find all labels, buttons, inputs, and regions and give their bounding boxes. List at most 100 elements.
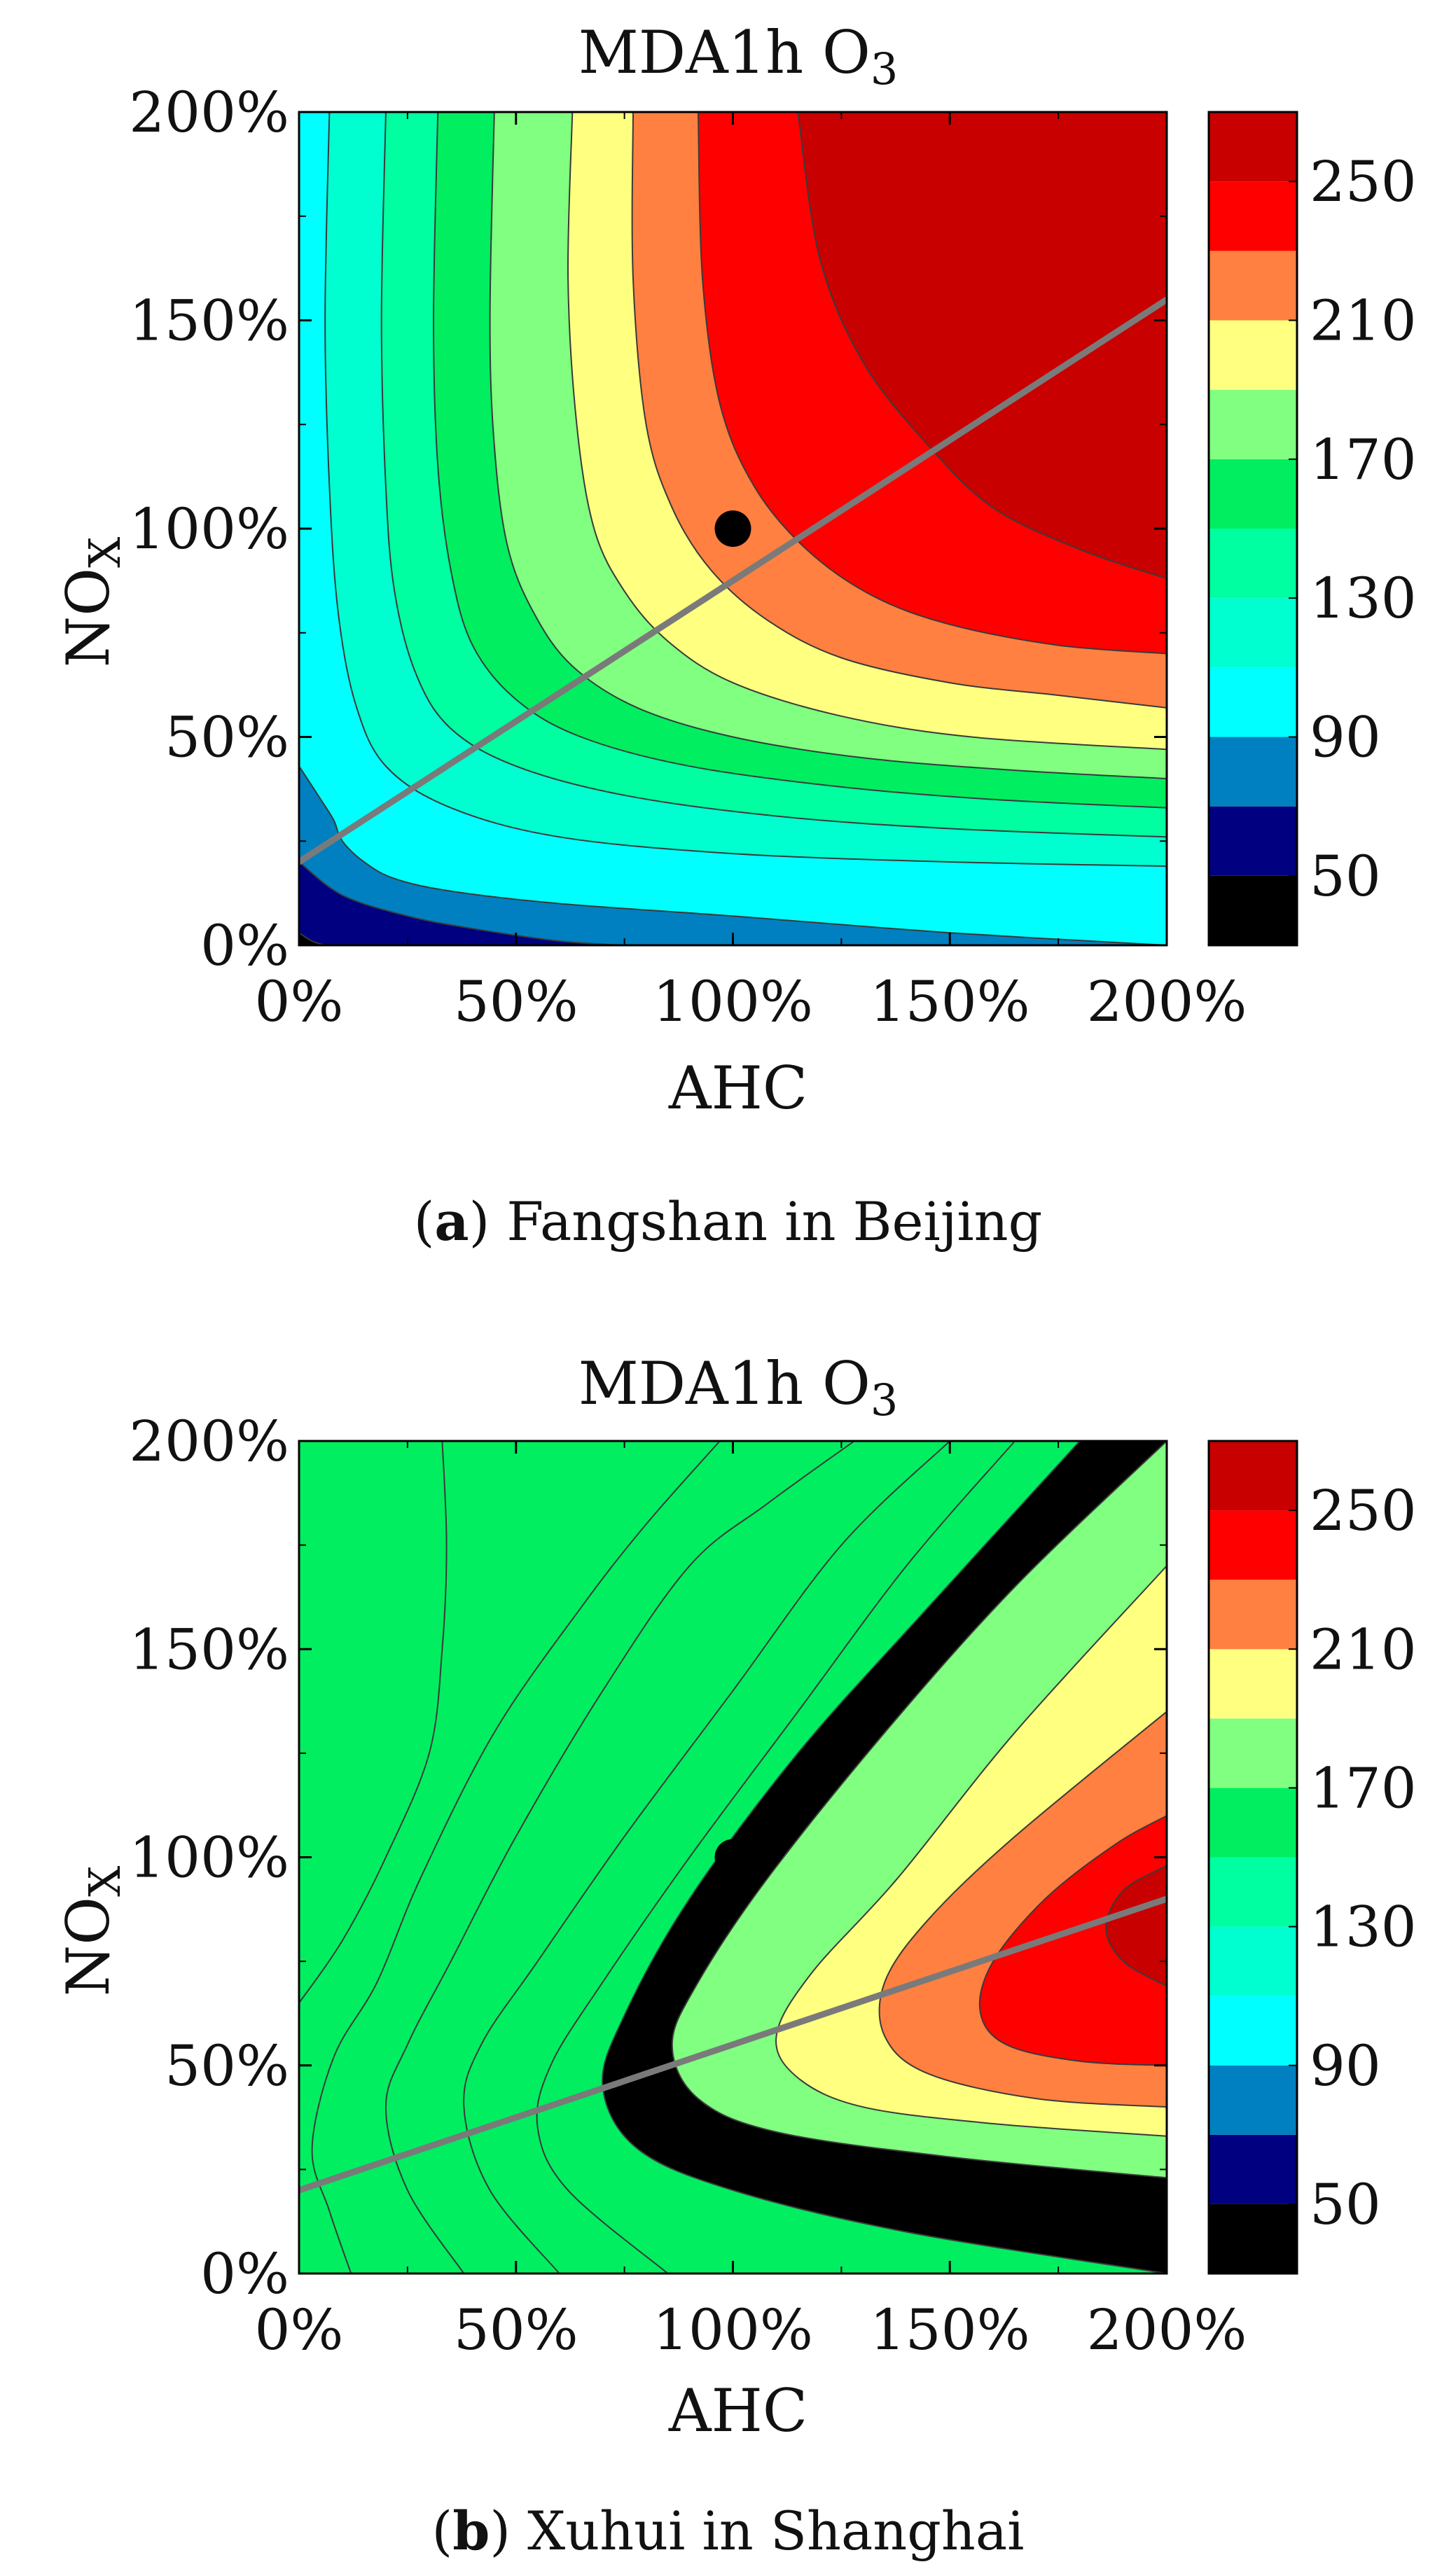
caption-a: (a) Fangshan in Beijing — [413, 1190, 1043, 1253]
colorbar-tick-label: 170 — [1310, 427, 1417, 492]
contour-line — [797, 112, 1167, 580]
contour-line — [299, 861, 625, 945]
contour-line — [697, 112, 1167, 655]
colorbar-segment — [1209, 1510, 1297, 1580]
contour-line — [384, 1441, 855, 2274]
colorbar-tick-label: 90 — [1310, 2033, 1381, 2098]
colorbar-segment — [1209, 875, 1297, 945]
title-main: MDA1h O3 — [578, 1349, 899, 1426]
colorbar-tick-label: 170 — [1310, 1755, 1417, 1820]
caption-text: Xuhui in Shanghai — [527, 2500, 1025, 2562]
colorbar-segment — [1209, 1857, 1297, 1927]
base-point-marker — [714, 510, 751, 547]
contour-plot: 0% 50% 100% 150% 200% 0% 50% 100% 150% 200% — [129, 1409, 1247, 2362]
colorbar-tick-label: 210 — [1310, 1617, 1417, 1682]
colorbar-segment — [1209, 2065, 1297, 2135]
colorbar-tick-label: 250 — [1310, 1478, 1417, 1543]
x-tick-label: 150% — [870, 2297, 1030, 2362]
y-axis-label: NOX — [54, 537, 130, 668]
colorbar-segment — [1209, 251, 1297, 321]
x-tick-label: 0% — [255, 2297, 344, 2362]
contour-lines — [299, 112, 1167, 945]
y-tick-label: 150% — [129, 1617, 289, 1682]
x-tick-label: 200% — [1087, 2297, 1247, 2362]
x-tick-label: 50% — [454, 2297, 578, 2362]
x-tick-label: 0% — [255, 969, 344, 1034]
colorbar-tick-label: 250 — [1310, 149, 1417, 214]
colorbar-frame — [1207, 111, 1298, 947]
caption-text: Fangshan in Beijing — [506, 1190, 1043, 1253]
x-tick-label: 200% — [1087, 969, 1247, 1034]
x-axis-label: AHC — [668, 1054, 807, 1122]
title-main: MDA1h O3 — [578, 18, 899, 95]
contour-line — [775, 1565, 1167, 2137]
y-tick-label: 200% — [129, 1409, 289, 1474]
contour-line — [299, 765, 1167, 945]
x-tick-label: 150% — [870, 969, 1030, 1034]
y-tick-label: 50% — [165, 2033, 289, 2098]
y-tick-label: 0% — [200, 2241, 289, 2306]
y-tick-label: 150% — [129, 288, 289, 354]
contour-band — [798, 112, 1167, 579]
contour-plot: 0% 50% 100% 150% 200% 0% 50% 100% 150% 200% — [129, 80, 1247, 1034]
y-tick-label: 100% — [129, 496, 289, 562]
contour-fills — [299, 1441, 1167, 2274]
colorbar-segment — [1209, 667, 1297, 737]
colorbar-segment — [1209, 806, 1297, 876]
ridge-line — [299, 296, 1167, 865]
colorbar-segment — [1209, 181, 1297, 251]
label-base: MDA1h O — [578, 18, 871, 87]
colorbar-segment — [1209, 1926, 1297, 1996]
contour-band — [299, 1441, 1167, 2274]
colorbar-segment — [1209, 529, 1297, 599]
contour-line — [432, 112, 1167, 809]
colorbar-segment — [1209, 1580, 1297, 1650]
contour-line — [380, 112, 1167, 838]
colorbar-segment — [1209, 598, 1297, 668]
y-tick-label: 100% — [129, 1825, 289, 1891]
contour-line — [536, 1441, 1015, 2274]
y-axis-label: NOX — [54, 1866, 130, 1997]
chart-title: MDA1h O3 — [578, 18, 899, 95]
y-tick-label: 50% — [165, 705, 289, 770]
x-tick-label: 100% — [653, 969, 813, 1034]
ridge-line — [299, 1895, 1167, 2194]
chart-title: MDA1h O3 — [578, 1349, 899, 1426]
colorbar: 50 90 130 170 210 250 — [1207, 1440, 1417, 2275]
colorbar-tick-label: 210 — [1310, 288, 1417, 354]
panel-a: MDA1h O3 NOX AHC 0% 50% 100% 150% 200% 0% 50% 1… — [54, 18, 1417, 1122]
colorbar-segment — [1209, 2203, 1297, 2274]
label-subscript: 3 — [871, 43, 898, 95]
caption-label: a — [434, 1190, 469, 1253]
contour-line — [311, 1441, 721, 2274]
label-subscript: X — [79, 1866, 130, 1897]
contour-band — [1106, 1865, 1167, 1986]
caption-label: b — [452, 2500, 490, 2562]
colorbar-segment — [1209, 737, 1297, 807]
label-base: NO — [54, 568, 123, 667]
contour-line — [978, 1815, 1167, 2066]
panel-b: MDA1h O3 NOX AHC 0% 50% 100% 150% 200% 0% 50% 1… — [54, 1349, 1417, 2445]
colorbar-tick-label: 50 — [1310, 844, 1381, 909]
caption-b: (b) Xuhui in Shanghai — [431, 2500, 1025, 2562]
colorbar-segment — [1209, 1649, 1297, 1719]
contour-line — [1105, 1865, 1167, 1987]
label-subscript: X — [79, 537, 130, 568]
colorbar-segment — [1209, 389, 1297, 459]
contour-line — [299, 1441, 448, 2004]
colorbar-tick-label: 130 — [1310, 1895, 1417, 1960]
contour-line — [489, 112, 1167, 779]
colorbar-segment — [1209, 1441, 1297, 1511]
contour-line — [671, 1441, 1167, 2179]
y-tick-label: 0% — [200, 913, 289, 978]
label-subscript: 3 — [871, 1374, 898, 1426]
colorbar-segment — [1209, 459, 1297, 529]
colorbar-tick-label: 90 — [1310, 705, 1381, 770]
y-tick-label: 200% — [129, 80, 289, 145]
x-tick-label: 100% — [653, 2297, 813, 2362]
colorbar-segment — [1209, 320, 1297, 390]
axis-ticks: 0% 50% 100% 150% 200% 0% 50% 100% 150% 200% — [129, 1409, 1247, 2362]
colorbar-segment — [1209, 112, 1297, 182]
contour-line — [567, 112, 1167, 751]
